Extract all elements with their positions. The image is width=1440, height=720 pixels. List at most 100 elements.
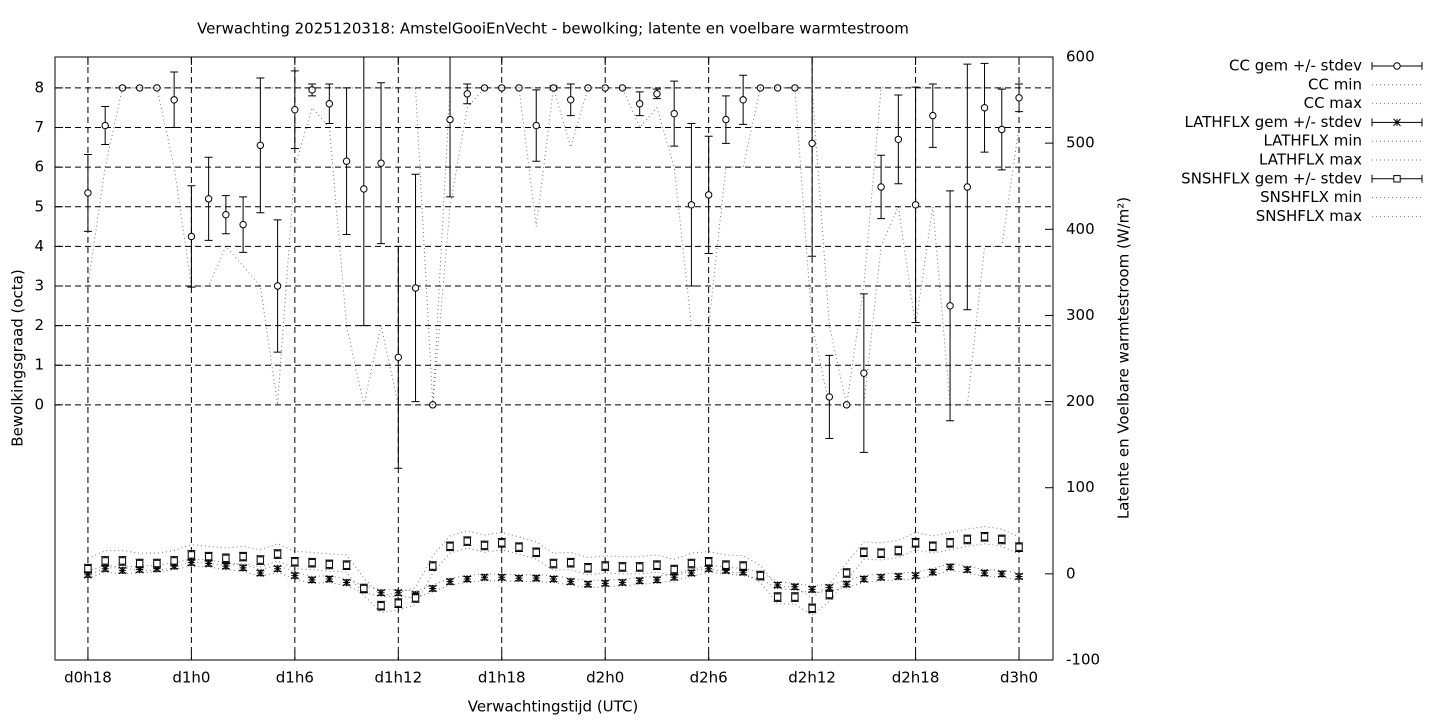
y2-tick-label: -100 <box>1066 651 1100 669</box>
marker <box>101 557 109 565</box>
y-tick-label: 2 <box>34 316 44 334</box>
marker <box>204 552 213 561</box>
marker <box>567 96 575 104</box>
marker <box>911 201 920 209</box>
marker <box>222 554 230 563</box>
marker <box>549 575 558 583</box>
y2-tick-label: 200 <box>1066 392 1095 410</box>
x-tick-label: d0h18 <box>64 669 112 687</box>
marker <box>773 84 782 92</box>
legend-label: SNSHFLX gem +/- stdev <box>1181 169 1362 187</box>
legend-label: LATHFLX gem +/- stdev <box>1184 113 1362 131</box>
x-tick-label: d2h6 <box>690 669 728 687</box>
marker <box>773 593 782 601</box>
marker <box>222 562 230 570</box>
marker <box>187 558 196 567</box>
marker <box>963 535 972 544</box>
marker <box>739 96 747 104</box>
marker <box>653 90 661 98</box>
marker <box>860 369 868 377</box>
marker <box>946 563 954 571</box>
marker <box>687 559 696 568</box>
range-line <box>87 87 1020 405</box>
marker <box>170 96 178 104</box>
marker <box>428 584 437 593</box>
marker <box>532 548 540 557</box>
range-line <box>87 525 1020 599</box>
marker <box>808 585 816 594</box>
axes: d0h18 d1h0 d1h6 d1h12 d1h18 d2h0 d2h6 d2h12 d2h1… <box>34 48 1100 687</box>
marker <box>877 549 885 557</box>
marker <box>480 541 489 550</box>
marker <box>998 535 1006 544</box>
marker <box>480 573 489 582</box>
marker <box>135 565 144 574</box>
marker <box>980 569 989 577</box>
marker <box>842 401 851 409</box>
marker <box>1015 543 1023 551</box>
marker <box>1015 94 1023 102</box>
plot-border <box>54 56 1054 661</box>
marker <box>601 562 609 570</box>
marker <box>153 564 161 573</box>
marker <box>653 576 661 584</box>
x-tick-label: d1h6 <box>276 669 314 687</box>
marker <box>256 141 265 150</box>
marker <box>101 121 109 130</box>
legend-label: CC gem +/- stdev <box>1229 57 1362 75</box>
marker <box>429 401 437 409</box>
marker <box>670 109 678 118</box>
y-tick-label: 5 <box>34 197 44 215</box>
marker <box>877 573 885 582</box>
marker <box>601 84 609 92</box>
marker <box>498 539 506 547</box>
marker <box>515 543 523 551</box>
marker <box>549 559 558 568</box>
marker <box>894 546 903 555</box>
marker <box>342 157 351 165</box>
marker <box>1393 118 1401 127</box>
marker <box>635 576 644 585</box>
y2-tick-label: 400 <box>1066 220 1095 238</box>
marker <box>704 564 713 573</box>
marker <box>722 566 730 575</box>
y-tick-label: 1 <box>34 356 44 374</box>
marker <box>980 533 989 541</box>
y-tick-label: 7 <box>34 118 44 136</box>
marker <box>670 573 679 582</box>
marker <box>584 580 592 589</box>
marker <box>653 561 661 569</box>
y-tick-label: 0 <box>34 395 44 413</box>
marker <box>377 602 385 610</box>
marker <box>291 558 299 566</box>
marker <box>170 562 178 570</box>
marker <box>859 575 868 583</box>
x-tick-label: d1h12 <box>374 669 422 687</box>
marker <box>756 571 765 580</box>
marker <box>618 578 627 587</box>
marker <box>446 577 454 586</box>
marker <box>342 578 351 587</box>
marker <box>532 121 540 130</box>
y-axis-label: Bewolkingsgraad (octa) <box>9 269 27 446</box>
marker <box>722 115 730 124</box>
marker <box>928 568 937 576</box>
marker <box>860 548 868 557</box>
legend-label: CC max <box>1304 94 1363 112</box>
marker <box>825 583 834 592</box>
marker <box>1393 62 1401 70</box>
marker <box>532 574 541 583</box>
marker <box>722 561 730 569</box>
marker <box>291 105 299 114</box>
y2-tick-label: 0 <box>1066 564 1076 582</box>
y-tick-label: 4 <box>34 237 44 255</box>
x-tick-label: d2h0 <box>586 669 624 687</box>
marker <box>204 195 213 203</box>
marker <box>118 566 127 575</box>
marker <box>290 571 299 580</box>
marker <box>256 556 265 564</box>
range-line <box>87 87 1020 406</box>
marker <box>601 579 610 588</box>
